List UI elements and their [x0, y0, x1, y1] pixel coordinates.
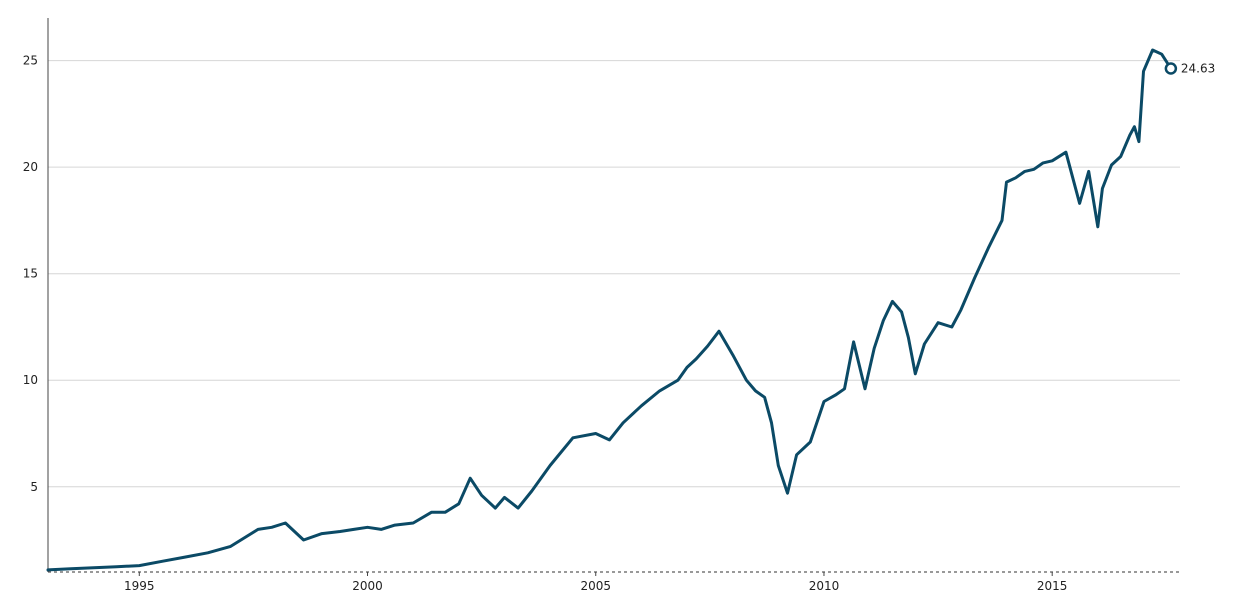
end-value-label: 24.63: [1181, 61, 1215, 75]
x-tick-labels: 1995 2000 2005 2010 2015: [124, 572, 1067, 593]
grid-lines: [48, 60, 1180, 488]
y-tick-label: 10: [23, 373, 38, 387]
y-tick-label: 15: [23, 267, 38, 281]
y-tick-label: 20: [23, 160, 38, 174]
axes: [47, 18, 1180, 573]
x-tick-label: 1995: [124, 579, 155, 593]
y-tick-label: 25: [23, 54, 38, 68]
end-point-marker[interactable]: [1164, 62, 1178, 75]
x-tick-label: 2015: [1037, 579, 1068, 593]
x-tick-label: 2000: [352, 579, 383, 593]
x-tick-label: 2005: [580, 579, 611, 593]
y-tick-label: 5: [30, 480, 38, 494]
series-line: [46, 48, 1173, 572]
y-tick-labels: 5 10 15 20 25: [23, 54, 38, 494]
x-tick-label: 2010: [809, 579, 840, 593]
